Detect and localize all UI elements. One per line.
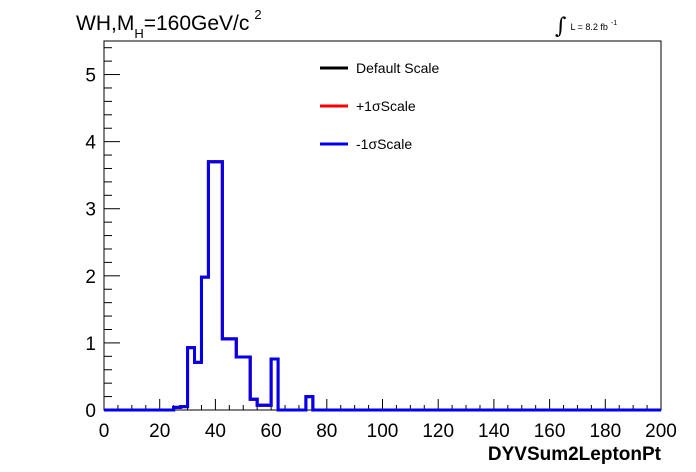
x-tick-label: 80 bbox=[316, 421, 337, 442]
x-tick-label: 160 bbox=[534, 421, 566, 442]
title-suffix: =160GeV/c bbox=[144, 12, 250, 35]
y-tick-label: 1 bbox=[85, 334, 96, 355]
legend-label-0: Default Scale bbox=[356, 60, 439, 76]
luminosity-text: L = 8.2 fb bbox=[570, 22, 607, 32]
title-superscript: 2 bbox=[254, 7, 261, 22]
title-subscript: H bbox=[134, 26, 143, 41]
x-axis-label: DYVSum2LeptonPt bbox=[488, 444, 662, 465]
x-tick-label: 180 bbox=[589, 421, 621, 442]
series-line-2 bbox=[104, 160, 661, 412]
axes: 0 20 40 60 80 100 120 140 160 180 200 0 1 2 3 4 5 bbox=[85, 47, 677, 442]
x-tick-label: 60 bbox=[261, 421, 282, 442]
legend-label-1: +1σScale bbox=[356, 98, 416, 114]
x-tick-label: 200 bbox=[645, 421, 677, 442]
y-tick-label: 0 bbox=[85, 401, 96, 422]
chart-title: WH,MH=160GeV/c 2 bbox=[76, 7, 262, 41]
y-tick-label: 5 bbox=[85, 66, 96, 87]
x-tick-label: 40 bbox=[205, 421, 226, 442]
luminosity-superscript: -1 bbox=[611, 20, 617, 27]
legend-label-2: -1σScale bbox=[356, 136, 412, 152]
legend: Default Scale +1σScale -1σScale bbox=[320, 60, 439, 152]
x-tick-label: 0 bbox=[99, 421, 110, 442]
x-tick-label: 20 bbox=[149, 421, 170, 442]
y-tick-label: 3 bbox=[85, 200, 96, 221]
y-tick-label: 4 bbox=[85, 133, 96, 154]
x-tick-label: 100 bbox=[367, 421, 399, 442]
integral-symbol: ∫ bbox=[555, 14, 567, 39]
x-tick-label: 120 bbox=[422, 421, 454, 442]
luminosity-label: ∫ L = 8.2 fb -1 bbox=[555, 14, 617, 39]
title-prefix: WH,M bbox=[76, 12, 134, 35]
x-tick-label: 140 bbox=[478, 421, 510, 442]
series-layer bbox=[104, 160, 661, 412]
y-tick-label: 2 bbox=[85, 267, 96, 288]
